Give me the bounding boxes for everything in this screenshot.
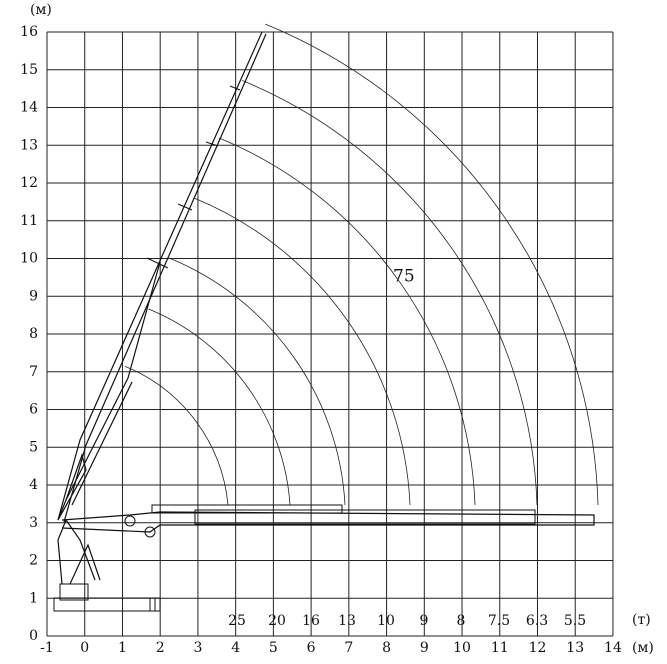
y-label: 12	[20, 175, 38, 191]
y-label: 15	[20, 62, 38, 78]
radius-arc	[169, 257, 346, 506]
annotation: 75	[393, 267, 415, 287]
x-label: 8	[382, 640, 391, 656]
radius-arc	[265, 23, 599, 506]
x-label: 1	[118, 640, 127, 656]
radius-arc	[242, 80, 538, 506]
grid	[46, 31, 614, 637]
load-label: 13	[338, 613, 356, 629]
x-label: 5	[269, 640, 278, 656]
load-label: 16	[302, 613, 320, 629]
x-label: 2	[156, 640, 165, 656]
load-label: 25	[228, 613, 246, 629]
y-label: 2	[29, 553, 38, 569]
radius-arc	[218, 137, 476, 506]
load-unit: (т)	[632, 612, 651, 628]
x-label: 6	[307, 640, 316, 656]
y-label: 8	[29, 326, 38, 342]
load-label: 8	[457, 613, 466, 629]
load-label: 9	[420, 613, 429, 629]
y-label: 0	[29, 628, 38, 644]
load-label: 7.5	[488, 613, 510, 629]
x-label: 4	[231, 640, 240, 656]
x-label: 9	[420, 640, 429, 656]
x-label: 11	[491, 640, 509, 656]
y-unit: (м)	[30, 2, 52, 18]
x-label: 13	[566, 640, 584, 656]
y-label: 10	[20, 251, 38, 267]
x-label: 14	[604, 640, 622, 656]
x-label: 0	[80, 640, 89, 656]
y-label: 14	[20, 100, 38, 116]
y-label: 16	[20, 24, 38, 40]
x-unit: (м)	[632, 640, 654, 656]
y-label: 4	[29, 477, 38, 493]
x-label: 10	[453, 640, 471, 656]
x-label: 3	[193, 640, 202, 656]
y-label: 5	[29, 439, 38, 455]
load-label: 5.5	[564, 613, 586, 629]
y-label: 3	[29, 515, 38, 531]
y-label: 6	[29, 402, 38, 418]
radius-arc	[148, 308, 291, 506]
y-label: 9	[29, 288, 38, 304]
y-label: 7	[29, 364, 38, 380]
y-label: 1	[29, 590, 38, 606]
load-label: 20	[268, 613, 286, 629]
load-label: 6.3	[526, 613, 548, 629]
y-label: 13	[20, 137, 38, 153]
crane	[53, 31, 595, 612]
radius-arc	[124, 366, 229, 506]
y-label: 11	[20, 213, 38, 229]
load-label: 10	[377, 613, 395, 629]
x-label: 7	[344, 640, 353, 656]
x-label: -1	[40, 640, 54, 656]
radius-arc	[193, 197, 411, 506]
x-label: 12	[529, 640, 547, 656]
